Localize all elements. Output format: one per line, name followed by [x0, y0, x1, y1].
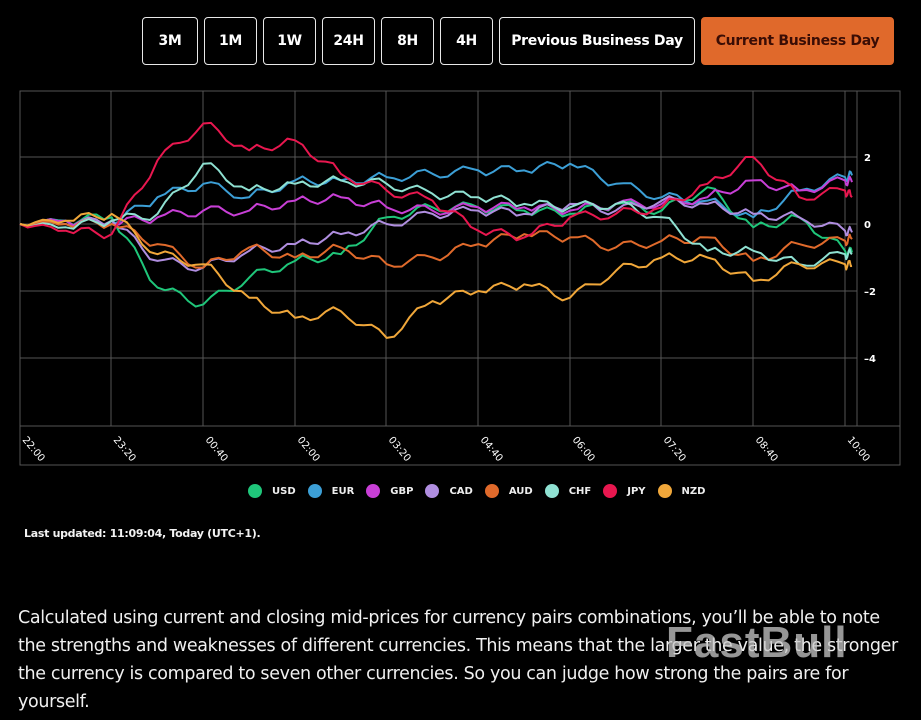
- chart-description: Calculated using current and closing mid…: [18, 608, 898, 712]
- legend-dot-icon: [484, 484, 499, 498]
- y-tick-label: 2: [864, 153, 871, 164]
- range-button-8h[interactable]: 8H: [381, 17, 434, 65]
- legend-label: CHF: [568, 485, 592, 497]
- legend-label: NZD: [681, 485, 706, 497]
- y-tick-label: –2: [864, 287, 876, 298]
- x-tick-label: 03:20: [386, 435, 413, 464]
- legend-dot-icon: [657, 484, 672, 498]
- legend-label: JPY: [627, 485, 646, 497]
- legend-dot-icon: [366, 484, 381, 498]
- series-line-nzd: [19, 212, 853, 339]
- legend-label: EUR: [331, 485, 355, 497]
- legend-item-jpy[interactable]: JPY: [603, 484, 646, 498]
- legend-dot-icon: [544, 484, 559, 498]
- x-tick-label: 02:00: [295, 435, 322, 464]
- x-tick-label: 06:00: [570, 435, 597, 464]
- range-button-previous-business-day[interactable]: Previous Business Day: [499, 17, 695, 65]
- legend-item-nzd[interactable]: NZD: [657, 484, 706, 498]
- legend-dot-icon: [603, 484, 618, 498]
- legend-item-cad[interactable]: CAD: [425, 484, 473, 498]
- range-button-3m[interactable]: 3M: [142, 17, 198, 65]
- last-updated-text: Last updated: 11:09:04, Today (UTC+1).: [24, 527, 261, 540]
- series-line-gbp: [19, 175, 853, 228]
- chart-grid: [19, 90, 901, 466]
- series-line-eur: [19, 161, 853, 227]
- range-button-current-business-day[interactable]: Current Business Day: [701, 17, 894, 65]
- chart-axes: 2 0 –2 –4 22:00 23:20 00:40 02:00 03:20 04:40 06:0…: [20, 153, 876, 464]
- time-range-selector: 3M 1M 1W 24H 8H 4H Previous Business Day Curren…: [142, 17, 894, 65]
- series-line-aud: [19, 218, 853, 269]
- chart-legend: USD EUR GBP CAD AUD CHF JPY NZD: [248, 484, 717, 498]
- range-button-24h[interactable]: 24H: [322, 17, 375, 65]
- range-button-4h[interactable]: 4H: [440, 17, 493, 65]
- x-tick-label: 00:40: [203, 435, 230, 464]
- legend-item-gbp[interactable]: GBP: [366, 484, 413, 498]
- legend-item-chf[interactable]: CHF: [544, 484, 592, 498]
- series-line-cad: [19, 195, 853, 272]
- series-line-chf: [19, 162, 853, 267]
- range-button-1m[interactable]: 1M: [204, 17, 257, 65]
- x-tick-label: 08:40: [753, 435, 780, 464]
- fastbull-watermark: FastBull: [666, 618, 848, 667]
- y-tick-label: –4: [864, 354, 876, 365]
- legend-item-eur[interactable]: EUR: [307, 484, 355, 498]
- chart-frame: [19, 90, 901, 466]
- currency-strength-chart: 2 0 –2 –4 22:00 23:20 00:40 02:00 03:20 04:40 06:0…: [19, 90, 901, 466]
- legend-label: AUD: [508, 485, 533, 497]
- legend-label: USD: [272, 485, 296, 497]
- range-button-1w[interactable]: 1W: [263, 17, 316, 65]
- legend-dot-icon: [307, 484, 322, 498]
- y-tick-label: 0: [864, 220, 871, 231]
- legend-dot-icon: [248, 484, 262, 498]
- x-tick-label: 10:00: [845, 435, 872, 464]
- x-tick-label: 04:40: [478, 435, 505, 464]
- legend-item-aud[interactable]: AUD: [484, 484, 533, 498]
- x-tick-label: 23:20: [111, 435, 138, 464]
- legend-item-usd[interactable]: USD: [248, 484, 296, 498]
- legend-label: GBP: [390, 485, 414, 497]
- legend-label: CAD: [449, 485, 473, 497]
- x-tick-label: 07:20: [661, 435, 688, 464]
- chart-series: [19, 121, 853, 339]
- legend-dot-icon: [425, 484, 440, 498]
- series-line-jpy: [19, 121, 853, 242]
- x-tick-label: 22:00: [20, 435, 47, 464]
